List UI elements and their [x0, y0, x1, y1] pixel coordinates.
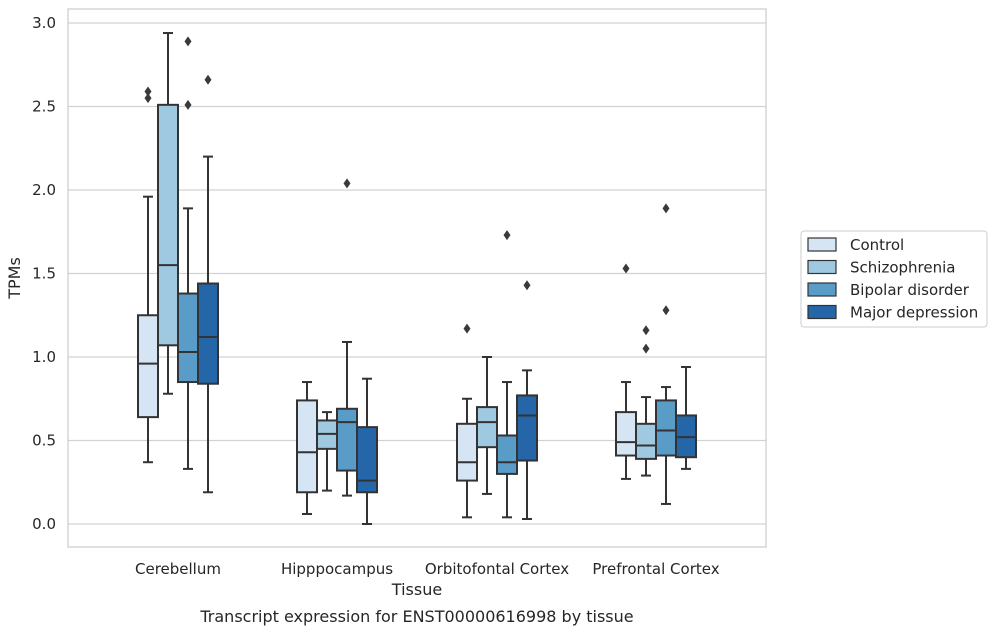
y-tick-label: 1.5	[32, 265, 56, 283]
legend-swatch	[807, 304, 837, 320]
legend-frame	[800, 230, 988, 328]
box	[496, 434, 518, 475]
outlier-point	[144, 86, 152, 97]
box	[356, 426, 378, 494]
legend-label: Bipolar disorder	[850, 281, 970, 299]
box-group	[137, 86, 159, 464]
box-group	[675, 366, 697, 470]
box-group	[316, 411, 338, 492]
outlier-point	[144, 93, 152, 104]
box-group	[655, 203, 677, 505]
box-group	[476, 356, 498, 495]
y-tick-labels: 0.0 0.5 1.0 1.5 2.0 2.5 3.0	[32, 14, 56, 533]
y-tick-label: 0.0	[32, 515, 56, 533]
legend-label: Major depression	[850, 304, 978, 322]
box-group	[635, 325, 657, 477]
x-tick-label: Orbitofontal Cortex	[425, 560, 569, 578]
box	[615, 411, 637, 457]
box-group	[516, 280, 538, 520]
box-group	[177, 36, 199, 470]
legend: Control Schizophrenia Bipolar disorder Majo…	[800, 230, 988, 328]
y-tick-label: 3.0	[32, 14, 56, 32]
box	[137, 314, 159, 419]
box	[655, 399, 677, 457]
box	[456, 422, 478, 482]
x-tick-label: Prefrontal Cortex	[592, 560, 719, 578]
outlier-point	[662, 203, 670, 214]
x-axis-label: Tissue	[391, 580, 442, 599]
y-tick-label: 0.5	[32, 432, 56, 450]
plot-area-frame	[67, 8, 767, 548]
outlier-point	[463, 323, 471, 334]
outlier-point	[642, 325, 650, 336]
box	[516, 394, 538, 462]
box	[476, 406, 498, 449]
box	[336, 407, 358, 472]
box	[157, 103, 179, 347]
outlier-point	[622, 263, 630, 274]
box-group	[157, 32, 179, 395]
outlier-point	[343, 178, 351, 189]
x-tick-label: Cerebellum	[135, 560, 221, 578]
legend-swatch	[807, 282, 837, 297]
box-group	[197, 74, 219, 494]
y-tick-label: 2.0	[32, 181, 56, 199]
x-tick-labels: Cerebellum Hipppocampus Orbitofontal Corte…	[135, 560, 720, 578]
box	[177, 292, 199, 384]
chart-caption: Transcript expression for ENST0000061699…	[199, 607, 633, 626]
outlier-point	[204, 74, 212, 85]
box	[635, 422, 657, 460]
box-group	[336, 178, 358, 497]
outlier-point	[184, 99, 192, 110]
box-group	[456, 323, 478, 519]
y-axis-label: TPMs	[5, 257, 24, 300]
outlier-point	[642, 343, 650, 354]
boxes	[137, 32, 697, 525]
box-group	[296, 381, 318, 515]
box	[197, 282, 219, 385]
outlier-point	[503, 230, 511, 241]
legend-swatch	[807, 237, 837, 252]
legend-label: Control	[850, 236, 904, 254]
outlier-point	[523, 280, 531, 291]
box-group	[615, 263, 637, 480]
outlier-point	[184, 36, 192, 47]
box	[296, 399, 318, 494]
y-tick-label: 2.5	[32, 98, 56, 116]
x-tick-label: Hipppocampus	[281, 560, 393, 578]
legend-label: Schizophrenia	[850, 259, 955, 277]
legend-swatch	[807, 259, 837, 275]
y-tick-label: 1.0	[32, 348, 56, 366]
outlier-point	[662, 305, 670, 316]
box-group	[356, 377, 378, 525]
